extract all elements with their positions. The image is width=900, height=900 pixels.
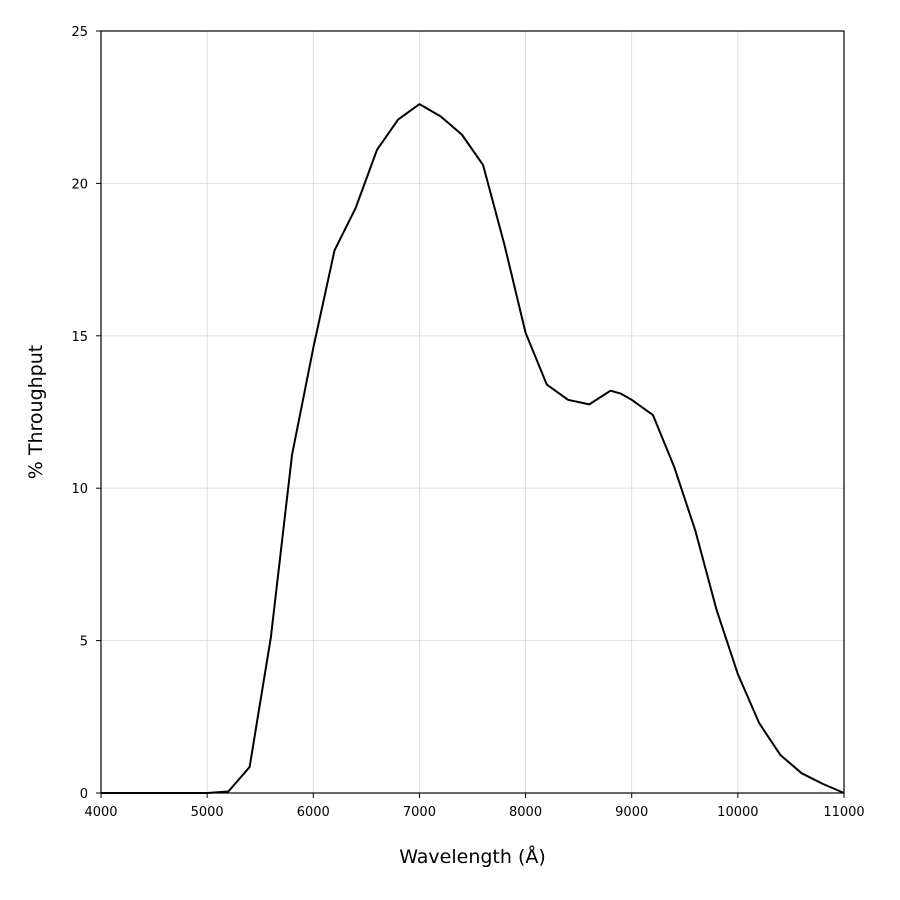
x-tick-label: 10000 bbox=[717, 805, 758, 820]
y-axis-label: % Throughput bbox=[25, 345, 47, 479]
series-layer bbox=[101, 103, 845, 794]
x-tick-label: 4000 bbox=[84, 805, 117, 820]
y-tick-label: 20 bbox=[71, 177, 88, 192]
y-tick-label: 5 bbox=[80, 635, 88, 650]
x-tick-label: 6000 bbox=[297, 805, 330, 820]
y-tick-label: 10 bbox=[71, 482, 88, 497]
x-tick-label: 11000 bbox=[823, 805, 864, 820]
y-tick-label: 25 bbox=[71, 25, 88, 40]
throughput-line bbox=[101, 103, 845, 794]
plot-frame bbox=[100, 30, 845, 794]
x-axis-label: Wavelength (Å) bbox=[399, 845, 546, 868]
y-tick-label: 15 bbox=[71, 330, 88, 345]
x-tick-label: 9000 bbox=[615, 805, 648, 820]
x-tick-label: 8000 bbox=[509, 805, 542, 820]
y-tick-label: 0 bbox=[80, 787, 88, 802]
grid bbox=[100, 30, 845, 794]
x-tick-label: 7000 bbox=[403, 805, 436, 820]
x-tick-label: 5000 bbox=[191, 805, 224, 820]
axis-ticks: 4000 5000 6000 7000 8000 9000 10000 11000 0 5 10 15… bbox=[71, 25, 864, 820]
